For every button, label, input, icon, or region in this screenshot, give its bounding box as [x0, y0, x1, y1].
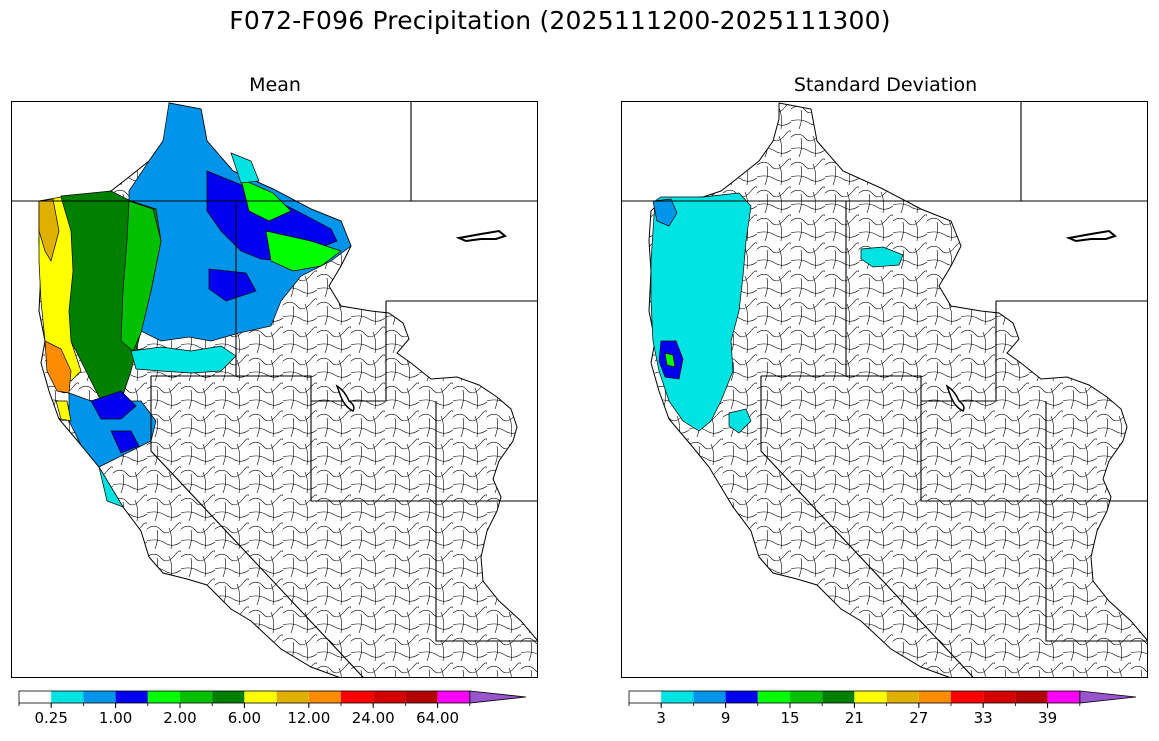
std-colorbar-tick-label: 27	[909, 709, 928, 727]
mean-colorbar-swatch-11	[373, 691, 406, 703]
std-colorbar-tick-label: 39	[1038, 709, 1057, 727]
std-colorbar-tick-label: 33	[974, 709, 993, 727]
mean-colorbar-swatch-7	[244, 691, 277, 703]
mean-colorbar-extend-arrow	[469, 690, 527, 704]
mean-shade-region-9	[38, 198, 60, 262]
lake-michigan-fragment	[455, 229, 508, 243]
mean-shade-region-16	[98, 466, 124, 508]
std-colorbar-swatch-0	[629, 691, 662, 703]
mean-colorbar-swatch-6	[212, 691, 245, 703]
mean-colorbar-swatch-12	[405, 691, 438, 703]
mean-colorbar-tick-label: 64.00	[416, 709, 459, 727]
figure-title: F072-F096 Precipitation (2025111200-2025…	[229, 6, 891, 35]
std-colorbar-swatch-4	[757, 691, 790, 703]
mean-shade-region-4	[208, 268, 257, 302]
std-shade-region-4	[860, 246, 904, 268]
panel-title-mean: Mean	[249, 74, 301, 96]
mean-map	[11, 101, 538, 678]
colorbar-mean: 0.25 1.00 2.00 6.00 12.00 24.00 64.00	[18, 690, 527, 727]
mean-shade-region-5	[230, 152, 260, 184]
mean-colorbar-tick-label: 6.00	[228, 709, 261, 727]
std-colorbar-swatch-13	[1047, 691, 1080, 703]
std-colorbar-tick-label: 3	[656, 709, 666, 727]
std-colorbar-swatch-8	[886, 691, 919, 703]
great-salt-lake	[945, 384, 965, 412]
mean-colorbar-swatch-5	[180, 691, 213, 703]
mean-shade-region-12	[90, 390, 137, 420]
std-colorbar-swatch-3	[725, 691, 758, 703]
std-colorbar-swatch-7	[854, 691, 887, 703]
mean-shading	[38, 102, 352, 508]
mean-shade-region-14	[55, 400, 72, 422]
mean-colorbar-tick-label: 24.00	[352, 709, 395, 727]
std-colorbar-tick-label: 9	[721, 709, 731, 727]
great-salt-lake	[335, 384, 355, 412]
mean-shade-region-13	[110, 430, 140, 454]
std-colorbar-swatch-10	[951, 691, 984, 703]
std-colorbar-swatch-1	[661, 691, 694, 703]
mean-colorbar-tick-label: 0.25	[34, 709, 67, 727]
std-colorbar-swatch-2	[693, 691, 726, 703]
mean-colorbar-swatch-10	[341, 691, 374, 703]
std-colorbar-swatch-11	[983, 691, 1016, 703]
lake-michigan-fragment	[1065, 229, 1118, 243]
mean-shade-region-15	[130, 345, 237, 374]
mean-colorbar-swatch-9	[308, 691, 341, 703]
mean-shade-region-3	[265, 230, 342, 272]
mean-colorbar-swatch-4	[147, 691, 180, 703]
mean-colorbar-tick-label: 2.00	[163, 709, 196, 727]
std-colorbar-swatch-12	[1015, 691, 1048, 703]
mean-colorbar-swatch-0	[19, 691, 52, 703]
std-map	[621, 101, 1148, 678]
mean-colorbar-swatch-1	[51, 691, 84, 703]
state-boundaries	[621, 101, 1148, 678]
std-colorbar-extend-arrow	[1079, 690, 1137, 704]
mean-shade-region-2	[240, 178, 292, 222]
std-colorbar-swatch-6	[822, 691, 855, 703]
mean-colorbar-swatch-13	[437, 691, 470, 703]
std-colorbar-swatch-9	[918, 691, 951, 703]
mean-colorbar-swatch-2	[83, 691, 116, 703]
mean-colorbar-tick-label: 12.00	[287, 709, 330, 727]
colorbar-std: 3 9 15 21 27 33 39	[628, 690, 1137, 727]
std-colorbar-swatch-5	[790, 691, 823, 703]
mean-colorbar-swatch-3	[115, 691, 148, 703]
std-shade-region-1	[652, 198, 678, 227]
std-shading	[650, 192, 904, 434]
std-shade-region-3	[664, 352, 676, 368]
panel-title-std: Standard Deviation	[793, 74, 978, 96]
mean-colorbar-swatch-8	[276, 691, 309, 703]
state-boundaries	[11, 101, 538, 678]
std-shade-region-5	[728, 408, 752, 434]
std-colorbar-tick-label: 15	[780, 709, 799, 727]
std-colorbar-tick-label: 21	[845, 709, 864, 727]
mean-shade-region-7	[120, 200, 162, 352]
mean-colorbar-tick-label: 1.00	[99, 709, 132, 727]
